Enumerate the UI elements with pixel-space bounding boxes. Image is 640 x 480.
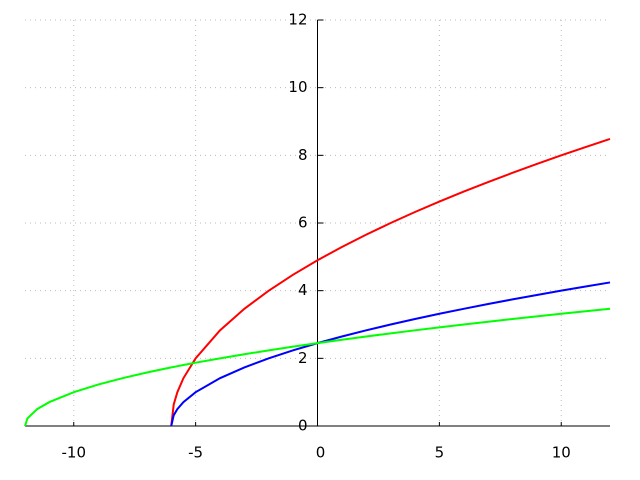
y-tick-label: 8 [298, 146, 308, 164]
y-tick-label: 4 [298, 281, 308, 299]
y-tick-label: 10 [288, 78, 307, 96]
x-tick-label: 5 [435, 444, 445, 462]
series-line [170, 137, 611, 427]
x-tick-label: -10 [62, 444, 87, 462]
series-line [24, 307, 611, 427]
y-tick-label: 2 [298, 349, 308, 367]
x-tick-label: 0 [316, 444, 326, 462]
x-tick-label: 10 [552, 444, 571, 462]
y-tick-label: 6 [298, 214, 308, 232]
y-tick-label: 12 [288, 11, 307, 29]
series-line [170, 281, 611, 427]
x-tick-label: -5 [188, 444, 203, 462]
